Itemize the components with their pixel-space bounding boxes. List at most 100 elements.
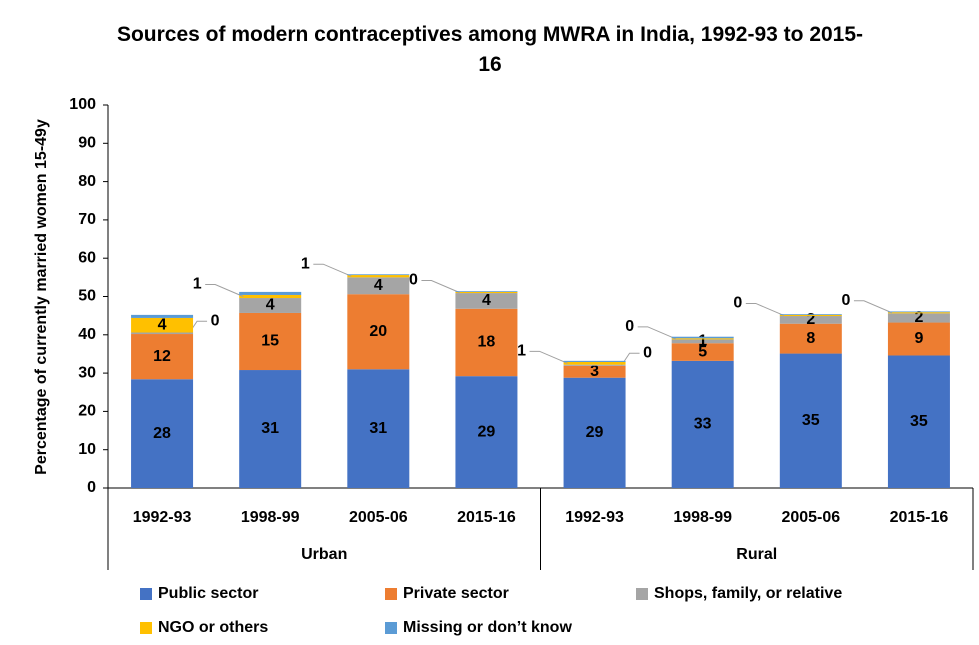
bar-segment (347, 274, 410, 276)
data-label: 0 (409, 272, 418, 289)
bar-segment (779, 323, 842, 354)
bar-segment (779, 314, 842, 315)
data-label: 20 (369, 323, 387, 340)
legend-swatch (140, 622, 152, 634)
bar-segment (131, 317, 194, 333)
data-label: 15 (261, 333, 279, 350)
data-label: 5 (698, 343, 707, 360)
y-tick-label: 30 (78, 364, 96, 381)
bar-segment (455, 291, 518, 294)
data-label: 3 (590, 363, 599, 380)
bar-segment (779, 353, 842, 488)
data-label: 8 (806, 330, 815, 347)
legend-label: Private sector (403, 585, 509, 602)
bar-segment (671, 343, 734, 361)
data-label: 2 (806, 311, 815, 328)
y-tick-label: 50 (78, 288, 96, 305)
legend-swatch (385, 622, 397, 634)
bar-segment (239, 312, 302, 371)
leader-line (745, 302, 785, 316)
bar-segment (671, 336, 734, 339)
y-tick-label: 90 (78, 135, 96, 152)
legend-label: Missing or don’t know (403, 619, 572, 636)
leader-line (853, 300, 893, 314)
x-tick-label: 2015-16 (890, 509, 949, 526)
bar-segment (671, 360, 734, 488)
y-tick-label: 70 (78, 211, 96, 228)
x-tick-label: 1998-99 (673, 509, 732, 526)
legend-label: Public sector (158, 585, 258, 602)
x-tick-label: 1992-93 (565, 509, 624, 526)
x-tick-label: 2005-06 (781, 509, 840, 526)
bar-segment (779, 314, 842, 317)
data-label: 18 (478, 334, 496, 351)
bar-segment (563, 377, 626, 488)
leader-line (205, 284, 244, 297)
data-label: 31 (261, 420, 279, 437)
bar-segment (131, 332, 194, 335)
y-tick-label: 60 (78, 249, 96, 266)
bar-segment (455, 293, 518, 309)
data-label: 1 (301, 255, 310, 272)
y-tick-label: 80 (78, 173, 96, 190)
x-tick-label: 2015-16 (457, 509, 516, 526)
data-label: 0 (625, 318, 634, 335)
data-label: 2 (914, 309, 923, 326)
bar-segment (347, 369, 410, 488)
data-label: 33 (694, 416, 712, 433)
legend-swatch (636, 588, 648, 600)
data-label: 12 (153, 348, 171, 365)
legend-swatch (140, 588, 152, 600)
legend-label: Shops, family, or relative (654, 585, 842, 602)
bar-segment (671, 338, 734, 340)
data-label: 35 (802, 412, 820, 429)
data-label: 1 (517, 343, 526, 360)
bar-segment (887, 311, 950, 313)
bar-segment (563, 361, 626, 365)
bar-segment (239, 370, 302, 488)
data-label: 9 (914, 330, 923, 347)
data-label: 0 (733, 295, 742, 312)
data-label: 0 (841, 292, 850, 309)
data-label: 29 (586, 424, 604, 441)
group-label: Rural (736, 546, 777, 563)
data-label: 31 (369, 420, 387, 437)
data-label: 4 (374, 277, 383, 294)
bar-segment (347, 294, 410, 370)
group-label: Urban (301, 546, 347, 563)
bar-segment (887, 312, 950, 314)
bar-segment (887, 355, 950, 488)
x-tick-label: 2005-06 (349, 509, 408, 526)
bar-segment (779, 316, 842, 324)
bar-segment (563, 360, 626, 362)
bar-segment (131, 379, 194, 488)
bar-segment (887, 322, 950, 356)
bar-segment (455, 308, 518, 377)
bar-segment (131, 314, 194, 318)
data-label: 4 (266, 297, 275, 314)
leader-line (637, 326, 676, 340)
legend-swatch (385, 588, 397, 600)
data-label: 4 (482, 292, 491, 309)
bar-segment (347, 277, 410, 295)
leader-line (313, 263, 352, 277)
x-tick-label: 1998-99 (241, 509, 300, 526)
bar-segment (455, 291, 518, 292)
bar-segment (455, 376, 518, 488)
y-tick-label: 20 (78, 403, 96, 420)
bar-segment (671, 339, 734, 344)
bar-segment (347, 275, 410, 278)
data-label: 1 (698, 333, 707, 350)
bar-segment (563, 365, 626, 378)
y-tick-label: 40 (78, 326, 96, 343)
data-label: 1 (193, 276, 202, 293)
chart-title: Sources of modern contraceptives among M… (116, 23, 864, 76)
bar-segment (239, 298, 302, 313)
data-label: 4 (158, 316, 167, 333)
bar-segment (239, 291, 302, 295)
bar-segment (887, 313, 950, 323)
data-label: 28 (153, 425, 171, 442)
y-tick-label: 100 (69, 96, 96, 113)
data-label: 29 (478, 423, 496, 440)
